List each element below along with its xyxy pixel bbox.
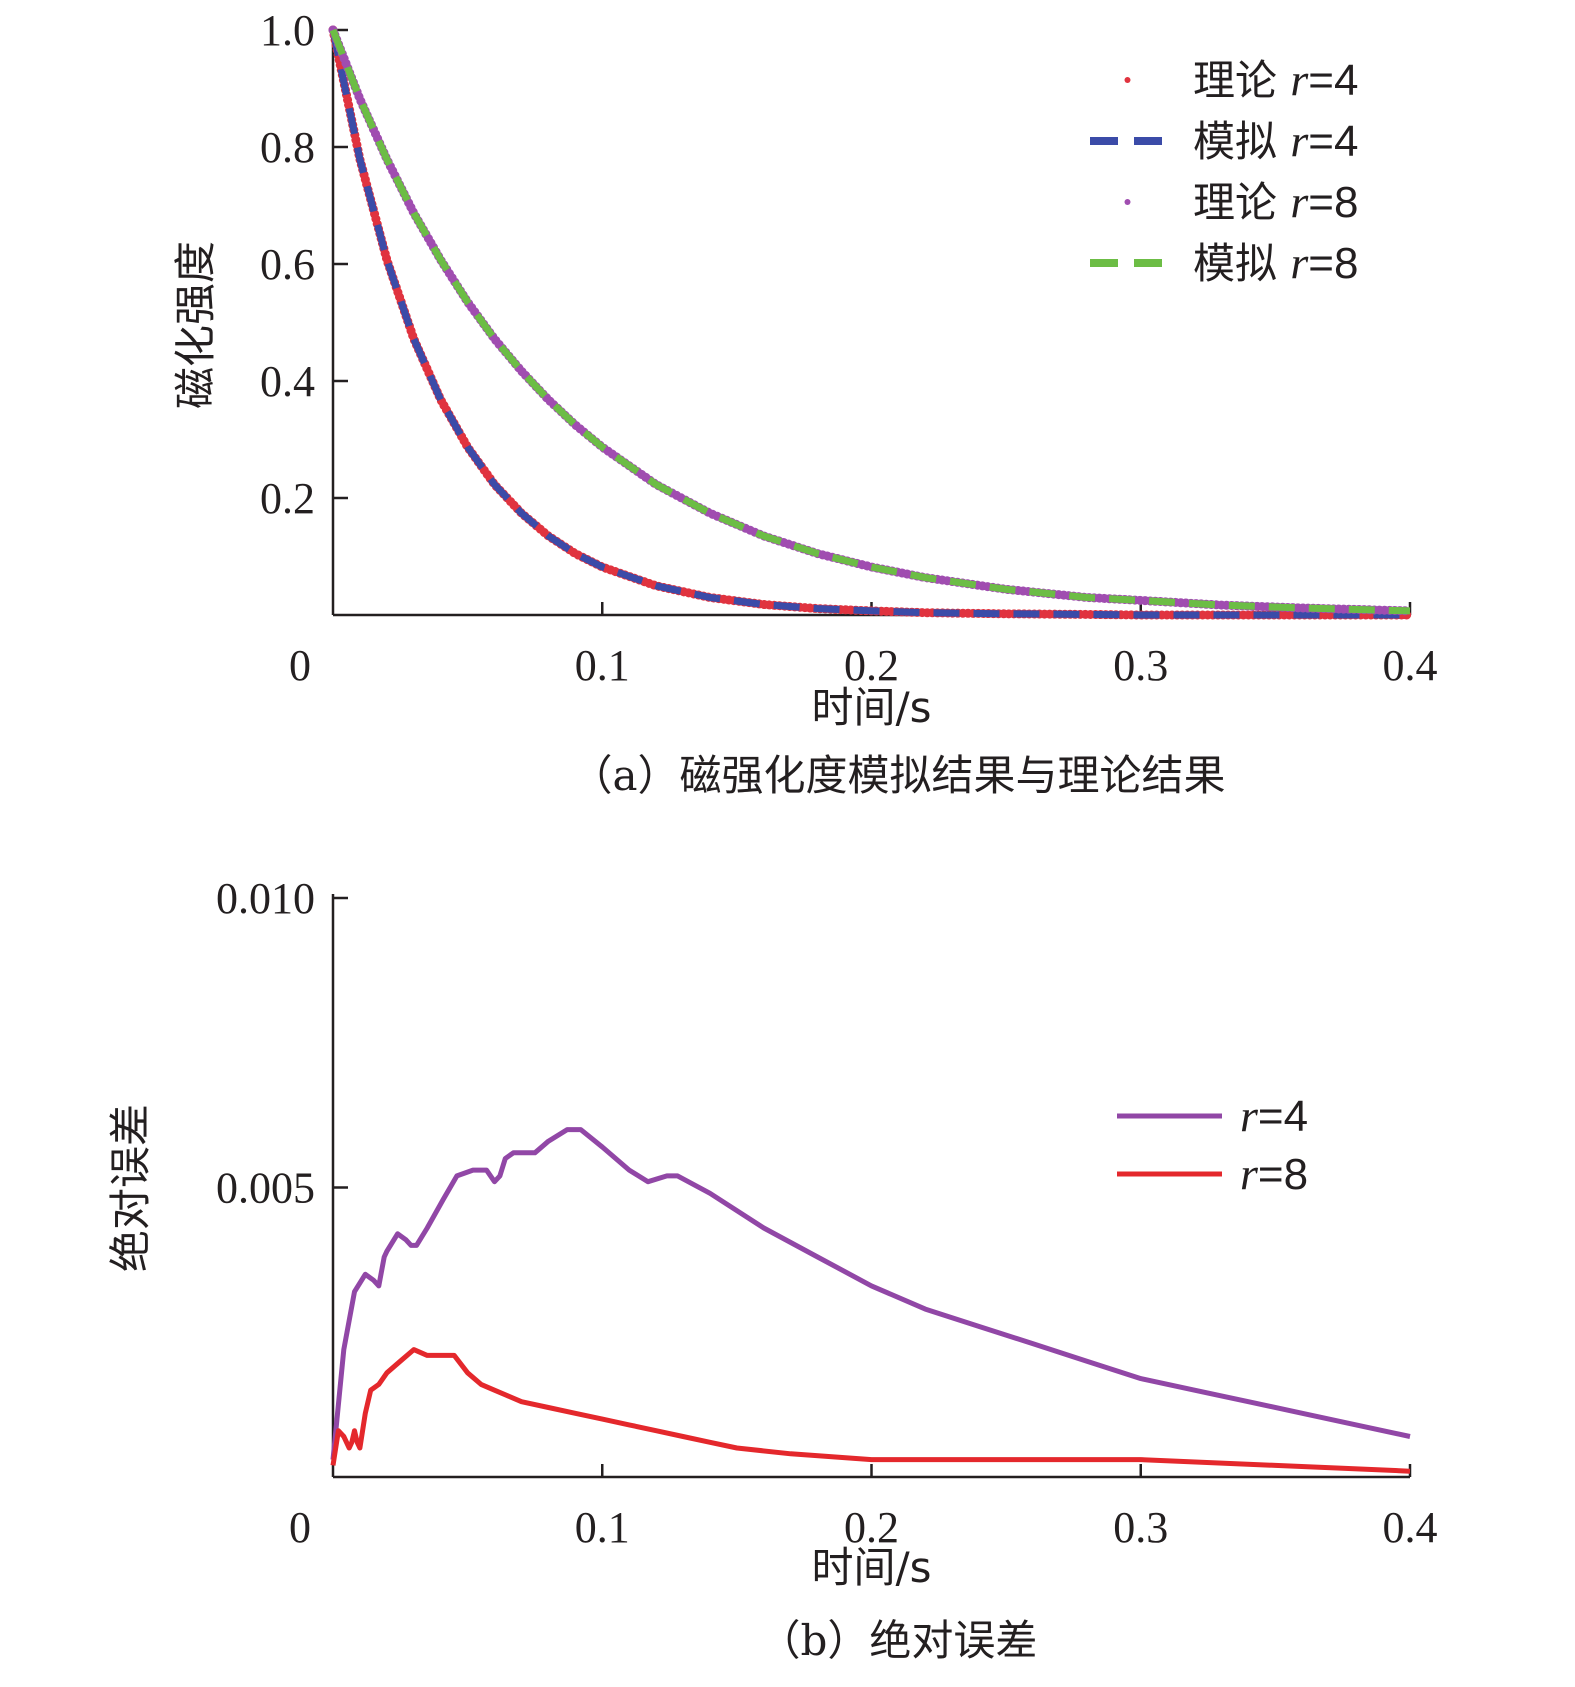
x-tick-label: 0.1 [575, 641, 630, 690]
figure-caption: （a）磁强化度模拟结果与理论结果 [570, 751, 1225, 800]
series-line-0 [330, 1127, 1411, 1460]
legend-variable: r [1240, 1090, 1259, 1141]
x-axis-title: 时间/s [811, 683, 931, 732]
legend-suffix: =4 [1258, 1092, 1308, 1141]
legend-variable: r [1290, 176, 1309, 227]
x-axis-title: 时间/s [811, 1543, 931, 1592]
legend-prefix: 理论 [1193, 56, 1290, 105]
y-axis-title: 绝对误差 [106, 1104, 155, 1272]
y-tick-label: 0.005 [216, 1164, 315, 1213]
legend-variable: r [1290, 115, 1309, 166]
legend-label: 模拟 r=4 [1193, 115, 1358, 166]
legend-marker [1124, 77, 1131, 83]
legend-marker [1124, 199, 1131, 205]
legend-suffix: =8 [1308, 239, 1358, 288]
legend-label: 模拟 r=8 [1193, 237, 1358, 288]
legend-label: 理论 r=4 [1193, 54, 1358, 105]
legend-label: r=8 [1240, 1148, 1308, 1199]
x-tick-label: 0.3 [1113, 641, 1168, 690]
legend-prefix: 理论 [1193, 178, 1290, 227]
y-tick-label: 0.4 [260, 357, 315, 406]
series-line-1 [329, 29, 1410, 619]
figure-caption: （b）绝对误差 [759, 1616, 1038, 1665]
x-tick-label: 0.4 [1383, 641, 1438, 690]
legend-label: r=4 [1240, 1090, 1308, 1141]
x-tick-label: 0.4 [1383, 1503, 1438, 1552]
legend-suffix: =4 [1308, 56, 1358, 105]
y-axis-title: 磁化强度 [171, 241, 220, 409]
y-tick-label: 0.010 [216, 874, 315, 923]
y-tick-label: 0.6 [260, 240, 315, 289]
x-tick-label: 0.1 [575, 1503, 630, 1552]
legend: 理论 r=4模拟 r=4理论 r=8模拟 r=8 [1090, 54, 1358, 288]
x-origin-label: 0 [289, 641, 311, 690]
legend-suffix: =4 [1308, 117, 1358, 166]
series-line-1 [330, 1347, 1411, 1474]
y-tick-label: 1.0 [260, 6, 315, 55]
chart-panel-b: 0.1 0.2 0.3 0.400.0050.010时间/s绝对误差（b）绝对误差r=… [106, 874, 1438, 1665]
y-tick-label: 0.8 [260, 123, 315, 172]
legend-variable: r [1290, 54, 1309, 105]
legend-prefix: 模拟 [1193, 239, 1290, 288]
chart-panel-a: 0.1 0.2 0.3 0.4 0 0.2 0.4 0.6 0.8 1.0 时间/s 磁化强度 （a）磁… [171, 6, 1438, 800]
legend-suffix: =8 [1308, 178, 1358, 227]
legend-variable: r [1240, 1148, 1259, 1199]
x-tick-label: 0.2 [844, 641, 899, 690]
legend-variable: r [1290, 237, 1309, 288]
y-tick-label: 0.2 [260, 474, 315, 523]
x-origin-label: 0 [289, 1503, 311, 1552]
x-tick-label: 0.3 [1113, 1503, 1168, 1552]
legend-label: 理论 r=8 [1193, 176, 1358, 227]
legend: r=4r=8 [1117, 1090, 1308, 1199]
legend-suffix: =8 [1258, 1150, 1308, 1199]
series-line-3 [329, 28, 1411, 615]
x-tick-label: 0.2 [844, 1503, 899, 1552]
legend-prefix: 模拟 [1193, 117, 1290, 166]
